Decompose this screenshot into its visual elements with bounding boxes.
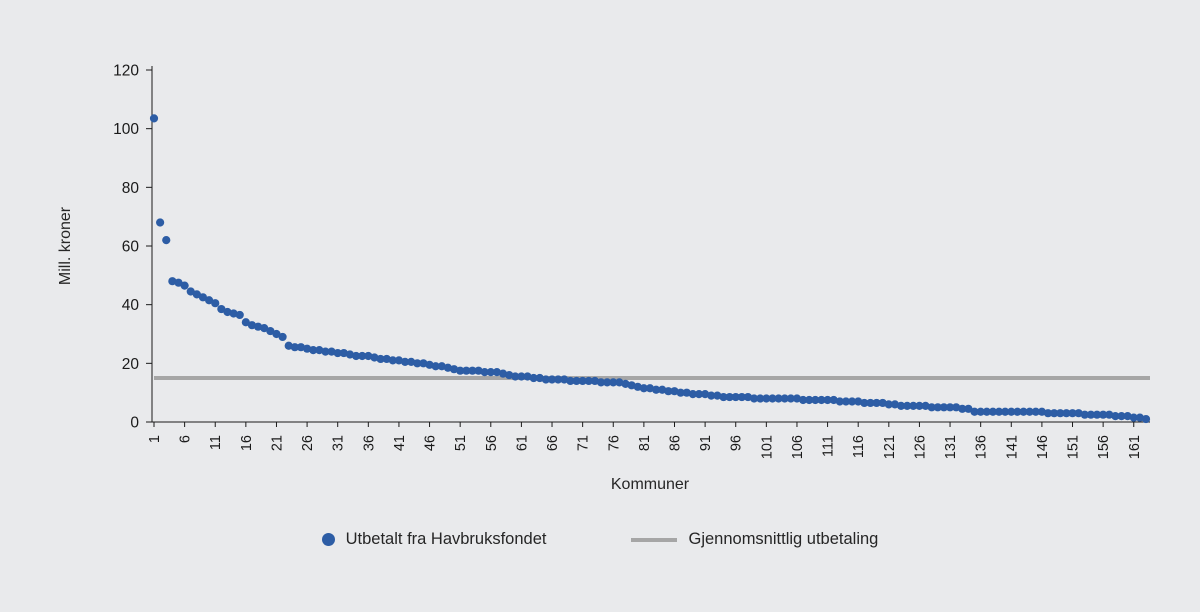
svg-text:0: 0 bbox=[130, 415, 139, 432]
svg-text:51: 51 bbox=[453, 435, 469, 451]
svg-text:86: 86 bbox=[667, 435, 683, 451]
svg-text:31: 31 bbox=[331, 435, 347, 451]
svg-text:66: 66 bbox=[545, 435, 561, 451]
svg-text:156: 156 bbox=[1096, 435, 1112, 459]
svg-text:101: 101 bbox=[759, 435, 775, 459]
svg-text:100: 100 bbox=[113, 121, 139, 138]
svg-text:76: 76 bbox=[606, 435, 622, 451]
svg-text:136: 136 bbox=[974, 435, 990, 459]
svg-text:60: 60 bbox=[122, 239, 140, 256]
svg-text:26: 26 bbox=[300, 435, 316, 451]
svg-text:1: 1 bbox=[147, 435, 163, 443]
svg-text:80: 80 bbox=[122, 180, 140, 197]
svg-text:36: 36 bbox=[361, 435, 377, 451]
svg-text:146: 146 bbox=[1035, 435, 1051, 459]
svg-text:61: 61 bbox=[514, 435, 530, 451]
svg-text:6: 6 bbox=[178, 435, 194, 443]
svg-text:106: 106 bbox=[790, 435, 806, 459]
svg-text:20: 20 bbox=[122, 356, 140, 373]
svg-text:71: 71 bbox=[576, 435, 592, 451]
legend-item-utbetalt: Utbetalt fra Havbruksfondet bbox=[321, 530, 547, 549]
legend-label-gjennomsnitt: Gjennomsnittlig utbetaling bbox=[688, 530, 879, 548]
svg-text:141: 141 bbox=[1004, 435, 1020, 459]
svg-text:21: 21 bbox=[269, 435, 285, 451]
legend-label-utbetalt: Utbetalt fra Havbruksfondet bbox=[345, 530, 547, 548]
svg-text:91: 91 bbox=[698, 435, 714, 451]
legend: Utbetalt fra Havbruksfondet Gjennomsnitt… bbox=[0, 530, 1200, 549]
svg-text:131: 131 bbox=[943, 435, 959, 459]
svg-text:151: 151 bbox=[1066, 435, 1082, 459]
svg-text:81: 81 bbox=[637, 435, 653, 451]
svg-text:96: 96 bbox=[729, 435, 745, 451]
svg-text:46: 46 bbox=[423, 435, 439, 451]
svg-text:161: 161 bbox=[1127, 435, 1143, 459]
x-axis-title: Kommuner bbox=[610, 476, 690, 493]
svg-text:111: 111 bbox=[821, 435, 837, 457]
legend-item-gjennomsnitt: Gjennomsnittlig utbetaling bbox=[631, 530, 878, 549]
svg-text:121: 121 bbox=[882, 435, 898, 459]
svg-text:41: 41 bbox=[392, 435, 408, 451]
legend-line-marker bbox=[631, 537, 678, 542]
svg-text:11: 11 bbox=[208, 435, 224, 450]
svg-text:40: 40 bbox=[122, 297, 140, 314]
svg-text:16: 16 bbox=[239, 435, 255, 451]
svg-text:116: 116 bbox=[851, 435, 867, 458]
legend-dot-marker bbox=[321, 533, 335, 546]
svg-text:126: 126 bbox=[912, 435, 928, 459]
svg-text:56: 56 bbox=[484, 435, 500, 451]
svg-text:120: 120 bbox=[113, 63, 139, 80]
